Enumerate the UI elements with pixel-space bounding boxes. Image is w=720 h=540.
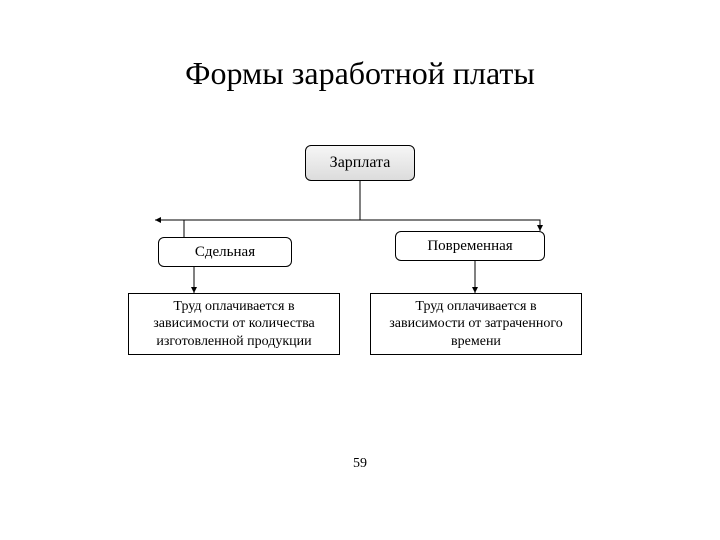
right-desc-label: Труд оплачивается в зависимости от затра… bbox=[379, 298, 573, 351]
connector-lines bbox=[0, 145, 720, 465]
left-desc-label: Труд оплачивается в зависимости от колич… bbox=[137, 298, 331, 351]
left-branch-label: Сдельная bbox=[195, 243, 255, 262]
left-desc-node: Труд оплачивается в зависимости от колич… bbox=[128, 293, 340, 355]
root-label: Зарплата bbox=[330, 153, 391, 173]
right-branch-label: Повременная bbox=[427, 237, 512, 256]
wage-forms-diagram: Зарплата Сдельная Повременная Труд оплач… bbox=[0, 145, 720, 465]
page-number: 59 bbox=[0, 456, 720, 472]
right-desc-node: Труд оплачивается в зависимости от затра… bbox=[370, 293, 582, 355]
root-node: Зарплата bbox=[305, 145, 415, 181]
left-branch-node: Сдельная bbox=[158, 237, 292, 267]
right-branch-node: Повременная bbox=[395, 231, 545, 261]
page-title: Формы заработной платы bbox=[0, 55, 720, 92]
